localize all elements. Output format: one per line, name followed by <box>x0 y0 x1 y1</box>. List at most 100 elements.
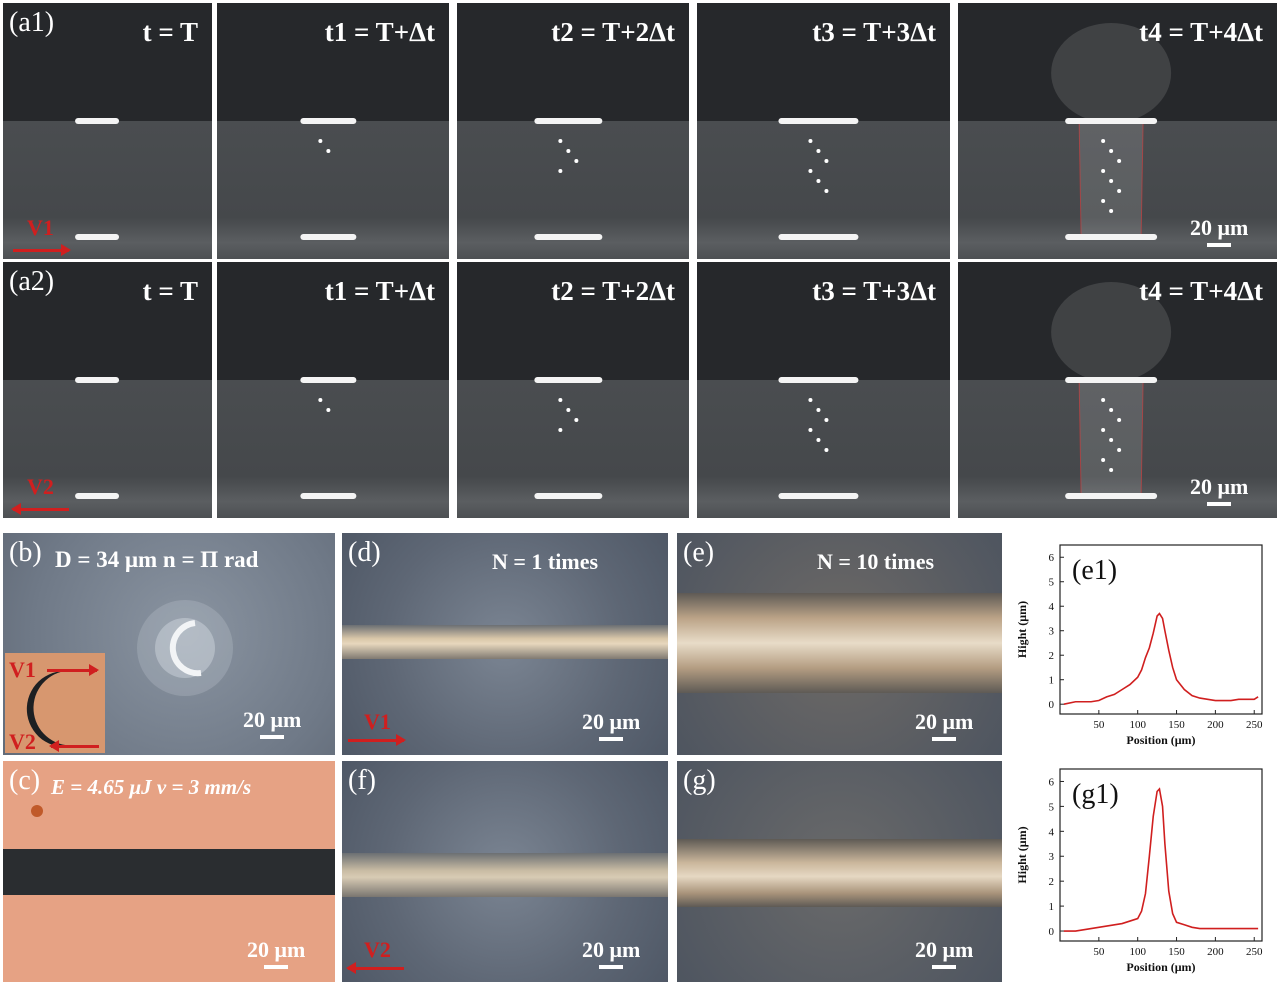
scale-bar: 20 μm <box>243 707 301 739</box>
y-tick-label: 6 <box>1049 776 1055 788</box>
profile-line <box>1063 787 1259 932</box>
panel-title: E = 4.65 μJ v = 3 mm/s <box>51 775 252 799</box>
y-tick-label: 5 <box>1049 577 1055 589</box>
inset-image: V1 V2 <box>5 653 105 754</box>
y-tick-label: 4 <box>1049 826 1055 838</box>
velocity-label: V1 <box>27 215 54 240</box>
plasma-channel <box>778 377 859 499</box>
frame-time-label: t = T <box>142 276 198 306</box>
scale-bar-label: 20 μm <box>1190 474 1249 499</box>
frame-time-label: t1 = T+Δt <box>324 276 435 306</box>
y-tick-label: 0 <box>1049 926 1055 938</box>
debris-spot <box>31 805 43 817</box>
panel-d: (d) N = 1 times V1 20 μm <box>342 533 668 755</box>
panel-title: D = 34 μm n = Π rad <box>55 547 259 572</box>
x-tick-label: 150 <box>1168 719 1185 731</box>
panel-g: (g) 20 μm <box>677 761 1002 982</box>
plot-frame <box>1059 768 1263 942</box>
panel-label: (f) <box>348 765 376 796</box>
x-tick-label: 100 <box>1129 719 1146 731</box>
velocity-label: V2 <box>27 474 54 499</box>
y-axis-label: Hight (μm) <box>1015 601 1029 658</box>
frame-background-top <box>457 262 689 380</box>
y-tick-label: 2 <box>1049 876 1055 888</box>
frame-time-label: t1 = T+Δt <box>324 17 435 47</box>
frame-background-top <box>3 3 212 121</box>
y-tick-label: 1 <box>1049 901 1055 913</box>
y-tick-label: 5 <box>1049 801 1055 813</box>
frame-background-top <box>958 3 1277 121</box>
frame-time-label: t4 = T+4Δt <box>1139 276 1263 306</box>
panel-title: N = 10 times <box>817 549 935 574</box>
x-tick-label: 200 <box>1207 719 1224 731</box>
ablation-crater <box>137 600 233 696</box>
x-tick-label: 50 <box>1093 719 1105 731</box>
laser-track <box>342 853 668 897</box>
frame-background-top <box>217 3 449 121</box>
scale-bar-label: 20 μm <box>915 937 974 962</box>
x-tick-label: 250 <box>1246 719 1263 731</box>
frame-panel: t2 = T+2Δt <box>457 262 689 518</box>
chart-e1-svg: 0 1 2 3 4 5 6 50 100 150 200 250 Position (μm) Hight … <box>1015 544 1263 747</box>
velocity-label: V1 <box>364 709 391 734</box>
x-tick-label: 200 <box>1207 946 1224 958</box>
chart-e1: 0 1 2 3 4 5 6 50 100 150 200 250 Position (μm) Hight … <box>1010 533 1278 758</box>
frame-time-label: t4 = T+4Δt <box>1139 17 1263 47</box>
y-tick-label: 2 <box>1049 650 1055 662</box>
plasma-channel <box>75 377 120 499</box>
scale-bar-label: 20 μm <box>915 709 974 734</box>
velocity-arrow <box>346 962 404 974</box>
scale-bar-label: 20 μm <box>582 937 641 962</box>
y-tick-label: 6 <box>1049 552 1055 564</box>
scale-bar: 20 μm <box>582 937 640 969</box>
profile-line <box>1063 612 1259 705</box>
frame-time-label: t = T <box>142 17 198 47</box>
panel-label: (g1) <box>1072 779 1119 810</box>
plasma-channel <box>1051 282 1172 499</box>
plasma-channel <box>300 377 357 499</box>
frame-panel: t4 = T+4Δt 20 μm <box>958 3 1277 259</box>
y-tick-label: 0 <box>1049 699 1055 711</box>
scale-bar: 20 μm <box>1190 215 1248 247</box>
laser-track <box>677 593 1002 693</box>
panel-label: (e1) <box>1072 555 1117 586</box>
scale-bar-label: 20 μm <box>582 709 641 734</box>
frame-background-top <box>3 262 212 380</box>
laser-track <box>677 839 1002 907</box>
scale-bar-label: 20 μm <box>1190 215 1249 240</box>
row-label: (a2) <box>9 266 55 297</box>
frame-panel: t3 = T+3Δt <box>697 3 950 259</box>
scale-bar: 20 μm <box>915 709 973 741</box>
frame-background-top <box>457 3 689 121</box>
plasma-channel <box>534 118 603 240</box>
velocity-arrow <box>11 503 69 515</box>
inset-v2-label: V2 <box>9 729 36 754</box>
y-tick-label: 3 <box>1049 626 1055 638</box>
frame-time-label: t2 = T+2Δt <box>551 276 675 306</box>
plasma-channel <box>300 118 357 240</box>
scale-bar: 20 μm <box>582 709 640 741</box>
panel-title: N = 1 times <box>492 549 599 574</box>
frame-panel: t3 = T+3Δt <box>697 262 950 518</box>
scale-bar-label: 20 μm <box>247 937 306 962</box>
frame-panel: t1 = T+Δt <box>217 3 449 259</box>
frame-background-top <box>958 262 1277 380</box>
x-axis-label: Position (μm) <box>1126 960 1195 974</box>
panel-label: (e) <box>683 537 715 568</box>
inset-v1-arrow <box>47 664 99 676</box>
plasma-channel <box>1051 23 1172 240</box>
frame-time-label: t3 = T+3Δt <box>812 17 936 47</box>
y-tick-label: 1 <box>1049 675 1055 687</box>
frame-background-top <box>697 3 950 121</box>
frame-panel: t = T (a1) V1 <box>3 3 212 259</box>
y-tick-label: 4 <box>1049 601 1055 613</box>
x-tick-label: 250 <box>1246 946 1263 958</box>
chart-g1-svg: 0 1 2 3 4 5 6 50 100 150 200 250 Position (μm) Hight … <box>1015 768 1263 974</box>
frame-background-top <box>217 262 449 380</box>
velocity-label: V2 <box>364 937 391 962</box>
y-tick-label: 3 <box>1049 851 1055 863</box>
frame-panel: t4 = T+4Δt 20 μm <box>958 262 1277 518</box>
x-tick-label: 100 <box>1129 946 1146 958</box>
frame-panel: t1 = T+Δt <box>217 262 449 518</box>
x-axis-label: Position (μm) <box>1126 733 1195 747</box>
